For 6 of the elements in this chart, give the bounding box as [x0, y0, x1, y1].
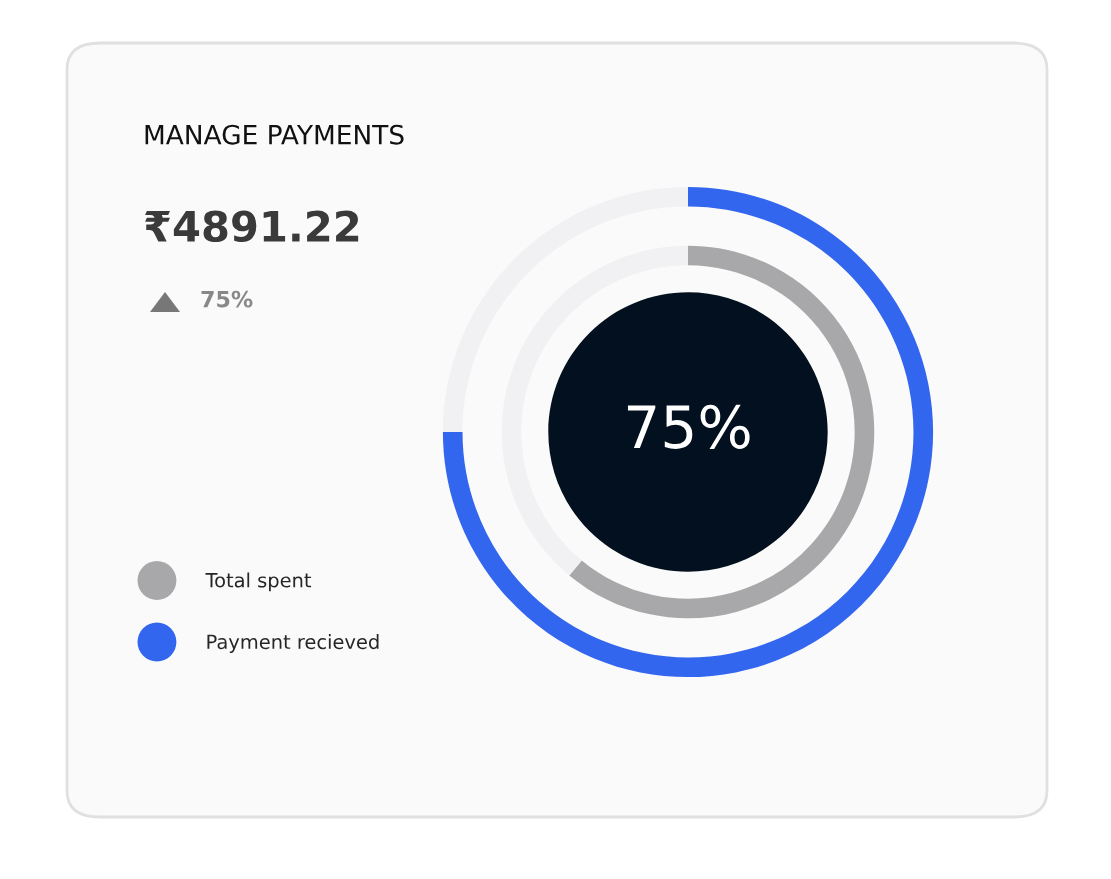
- text: 75%: [627, 404, 750, 449]
- legend-label: Total spent: [205, 572, 312, 592]
- text: 75%: [201, 290, 253, 308]
- text: ₹4891.22: [145, 210, 359, 243]
- chart-title: MANAGE PAYMENTS: [145, 124, 404, 145]
- legend-label: Payment recieved: [207, 634, 379, 653]
